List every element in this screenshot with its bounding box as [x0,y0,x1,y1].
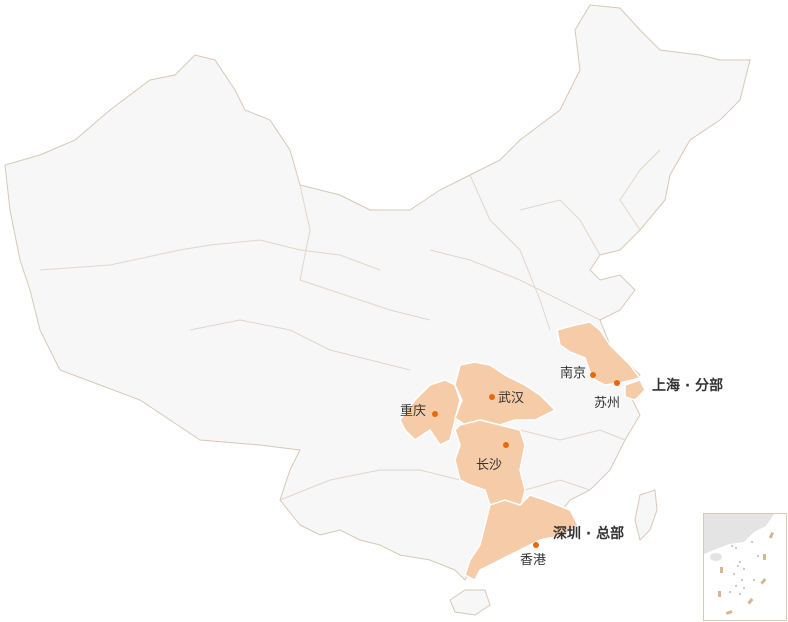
taiwan-island [634,489,658,541]
inset-dashed-line [718,531,775,615]
china-outline [4,4,751,581]
city-label-suzhou: 苏州 [594,396,621,411]
city-label-nanjing: 南京 [560,366,587,381]
marker-hongkong[interactable] [533,542,539,548]
office-label-shanghai: 上海 · 分部 [652,378,724,394]
region-shanghai[interactable] [624,379,646,401]
city-label-chongqing: 重庆 [400,404,427,419]
inset-mainland [704,514,774,554]
office-label-shenzhen: 深圳 · 总部 [553,526,625,542]
region-guangdong[interactable] [464,494,579,582]
inset-islands [729,541,759,595]
city-label-changsha: 长沙 [476,458,503,473]
region-hubei[interactable] [454,361,557,426]
hainan-island [449,589,491,616]
marker-suzhou[interactable] [614,380,620,386]
marker-wuhan[interactable] [489,394,495,400]
marker-changsha[interactable] [503,442,509,448]
south-china-sea-inset [703,513,787,621]
city-label-hongkong: 香港 [520,553,547,568]
marker-chongqing[interactable] [432,411,438,417]
city-label-wuhan: 武汉 [498,391,525,406]
city-markers [432,372,620,548]
inset-hainan [710,553,722,561]
inset-map [704,514,775,615]
region-chongqing[interactable] [399,379,461,446]
marker-nanjing[interactable] [590,372,596,378]
province-borders [39,149,661,501]
